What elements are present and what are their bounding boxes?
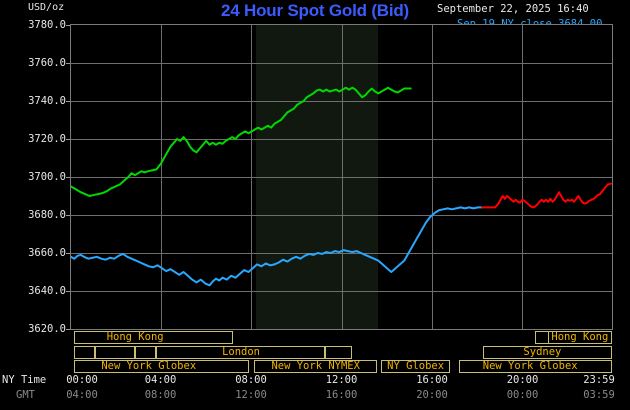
gridline-horizontal	[71, 291, 612, 292]
session-segment	[547, 331, 612, 344]
page-title: 24 Hour Spot Gold (Bid)	[220, 1, 410, 20]
series-line-1	[481, 182, 612, 209]
y-axis-tick	[66, 177, 70, 178]
y-axis-tick	[66, 215, 70, 216]
session-label: Sydney	[523, 345, 562, 358]
session-row-1: Hong Kong Hong Kong	[70, 331, 613, 344]
series-line-2	[71, 86, 412, 197]
x-axis-ny-label: 23:59	[583, 374, 615, 386]
session-segment	[74, 360, 250, 373]
session-label: New York Globex	[101, 360, 197, 372]
x-axis-ny-label: 08:00	[235, 374, 267, 386]
x-axis-ny-label: 04:00	[144, 374, 177, 386]
x-axis-gmt-row: GMT 04:00 08:00 12:00 16:00 20:00 00:00 03:59	[0, 389, 630, 404]
session-segment	[380, 360, 451, 373]
gmt-caption: GMT	[16, 389, 35, 401]
x-axis: NY Time 00:00 04:00 08:00 12:00 16:00 20:00 23…	[0, 374, 630, 408]
ny-time-caption: NY Time	[2, 374, 47, 386]
x-axis-gmt-label: 20:00	[416, 389, 448, 401]
y-axis-tick-label: 3620.0	[28, 323, 66, 335]
session-segment	[458, 360, 612, 373]
y-axis-tick-label: 3740.0	[28, 95, 66, 107]
x-axis-ny-row: NY Time 00:00 04:00 08:00 12:00 16:00 20:00 23…	[0, 374, 630, 389]
y-axis-tick-label: 3660.0	[28, 247, 66, 259]
x-axis-ny-label: 20:00	[506, 374, 539, 386]
y-axis-tick	[66, 253, 70, 254]
session-segment	[482, 345, 612, 359]
y-axis-tick	[66, 63, 70, 64]
y-axis-tick-label: 3760.0	[28, 57, 66, 69]
session-label: New York NYMEX	[271, 360, 360, 372]
gridline-horizontal	[71, 139, 612, 140]
session-segment	[135, 345, 156, 359]
x-axis-ny-label: 16:00	[416, 374, 448, 386]
gridline-horizontal	[71, 101, 612, 102]
gridline-vertical	[522, 25, 523, 329]
y-axis-tick	[66, 101, 70, 102]
price-series-svg	[71, 86, 612, 287]
session-segment	[94, 345, 136, 359]
x-axis-gmt-label: 12:00	[235, 389, 267, 401]
x-axis-gmt-label: 04:00	[66, 389, 98, 401]
session-segment	[253, 360, 378, 373]
plot-inner	[71, 25, 612, 329]
x-axis-ny-label: 00:00	[66, 374, 98, 386]
gridline-horizontal	[71, 177, 612, 178]
session-label: London	[222, 345, 260, 358]
session-segment	[74, 331, 233, 344]
session-label: Hong Kong	[106, 331, 164, 343]
gridline-horizontal	[71, 253, 612, 254]
y-axis-tick	[66, 329, 70, 330]
session-label: Hong Kong	[551, 331, 609, 343]
session-label: New York Globex	[482, 360, 578, 372]
y-axis-tick-label: 3680.0	[28, 209, 66, 221]
gridline-vertical	[161, 25, 162, 329]
x-axis-gmt-label: 08:00	[144, 389, 177, 401]
x-axis-gmt-label: 00:00	[506, 389, 539, 401]
x-axis-gmt-label: 16:00	[325, 389, 358, 401]
y-axis-unit-label: USD/oz	[28, 2, 65, 13]
gridline-vertical	[342, 25, 343, 329]
y-axis-tick-label: 3640.0	[28, 285, 66, 297]
y-axis: 3780.0 3760.0 3740.0 3720.0 3700.0 3680.0 3660…	[0, 19, 70, 335]
gridline-horizontal	[71, 215, 612, 216]
y-axis-tick	[66, 291, 70, 292]
session-segment	[325, 345, 353, 359]
session-row-3: New York Globex New York NYMEX NY Globex Ne…	[70, 360, 613, 373]
session-segment	[74, 345, 95, 359]
gridline-vertical	[251, 25, 252, 329]
x-axis-gmt-label: 03:59	[583, 389, 615, 401]
y-axis-tick-label: 3700.0	[28, 171, 66, 183]
session-segment	[155, 345, 326, 359]
session-row-2: London Sydney	[70, 345, 613, 359]
gridline-horizontal	[71, 63, 612, 64]
trading-session-bars: Hong Kong Hong Kong London Sydney New York G…	[70, 331, 613, 373]
y-axis-tick-label: 3780.0	[28, 19, 66, 31]
x-axis-ny-label: 12:00	[325, 374, 358, 386]
plot-area	[70, 24, 613, 330]
y-axis-tick	[66, 139, 70, 140]
quote-timestamp: September 22, 2025 16:40	[437, 3, 589, 15]
y-axis-tick	[66, 25, 70, 26]
session-label: NY Globex	[387, 360, 445, 372]
gridline-vertical	[432, 25, 433, 329]
y-axis-tick-label: 3720.0	[28, 133, 66, 145]
series-line-0	[71, 206, 484, 287]
